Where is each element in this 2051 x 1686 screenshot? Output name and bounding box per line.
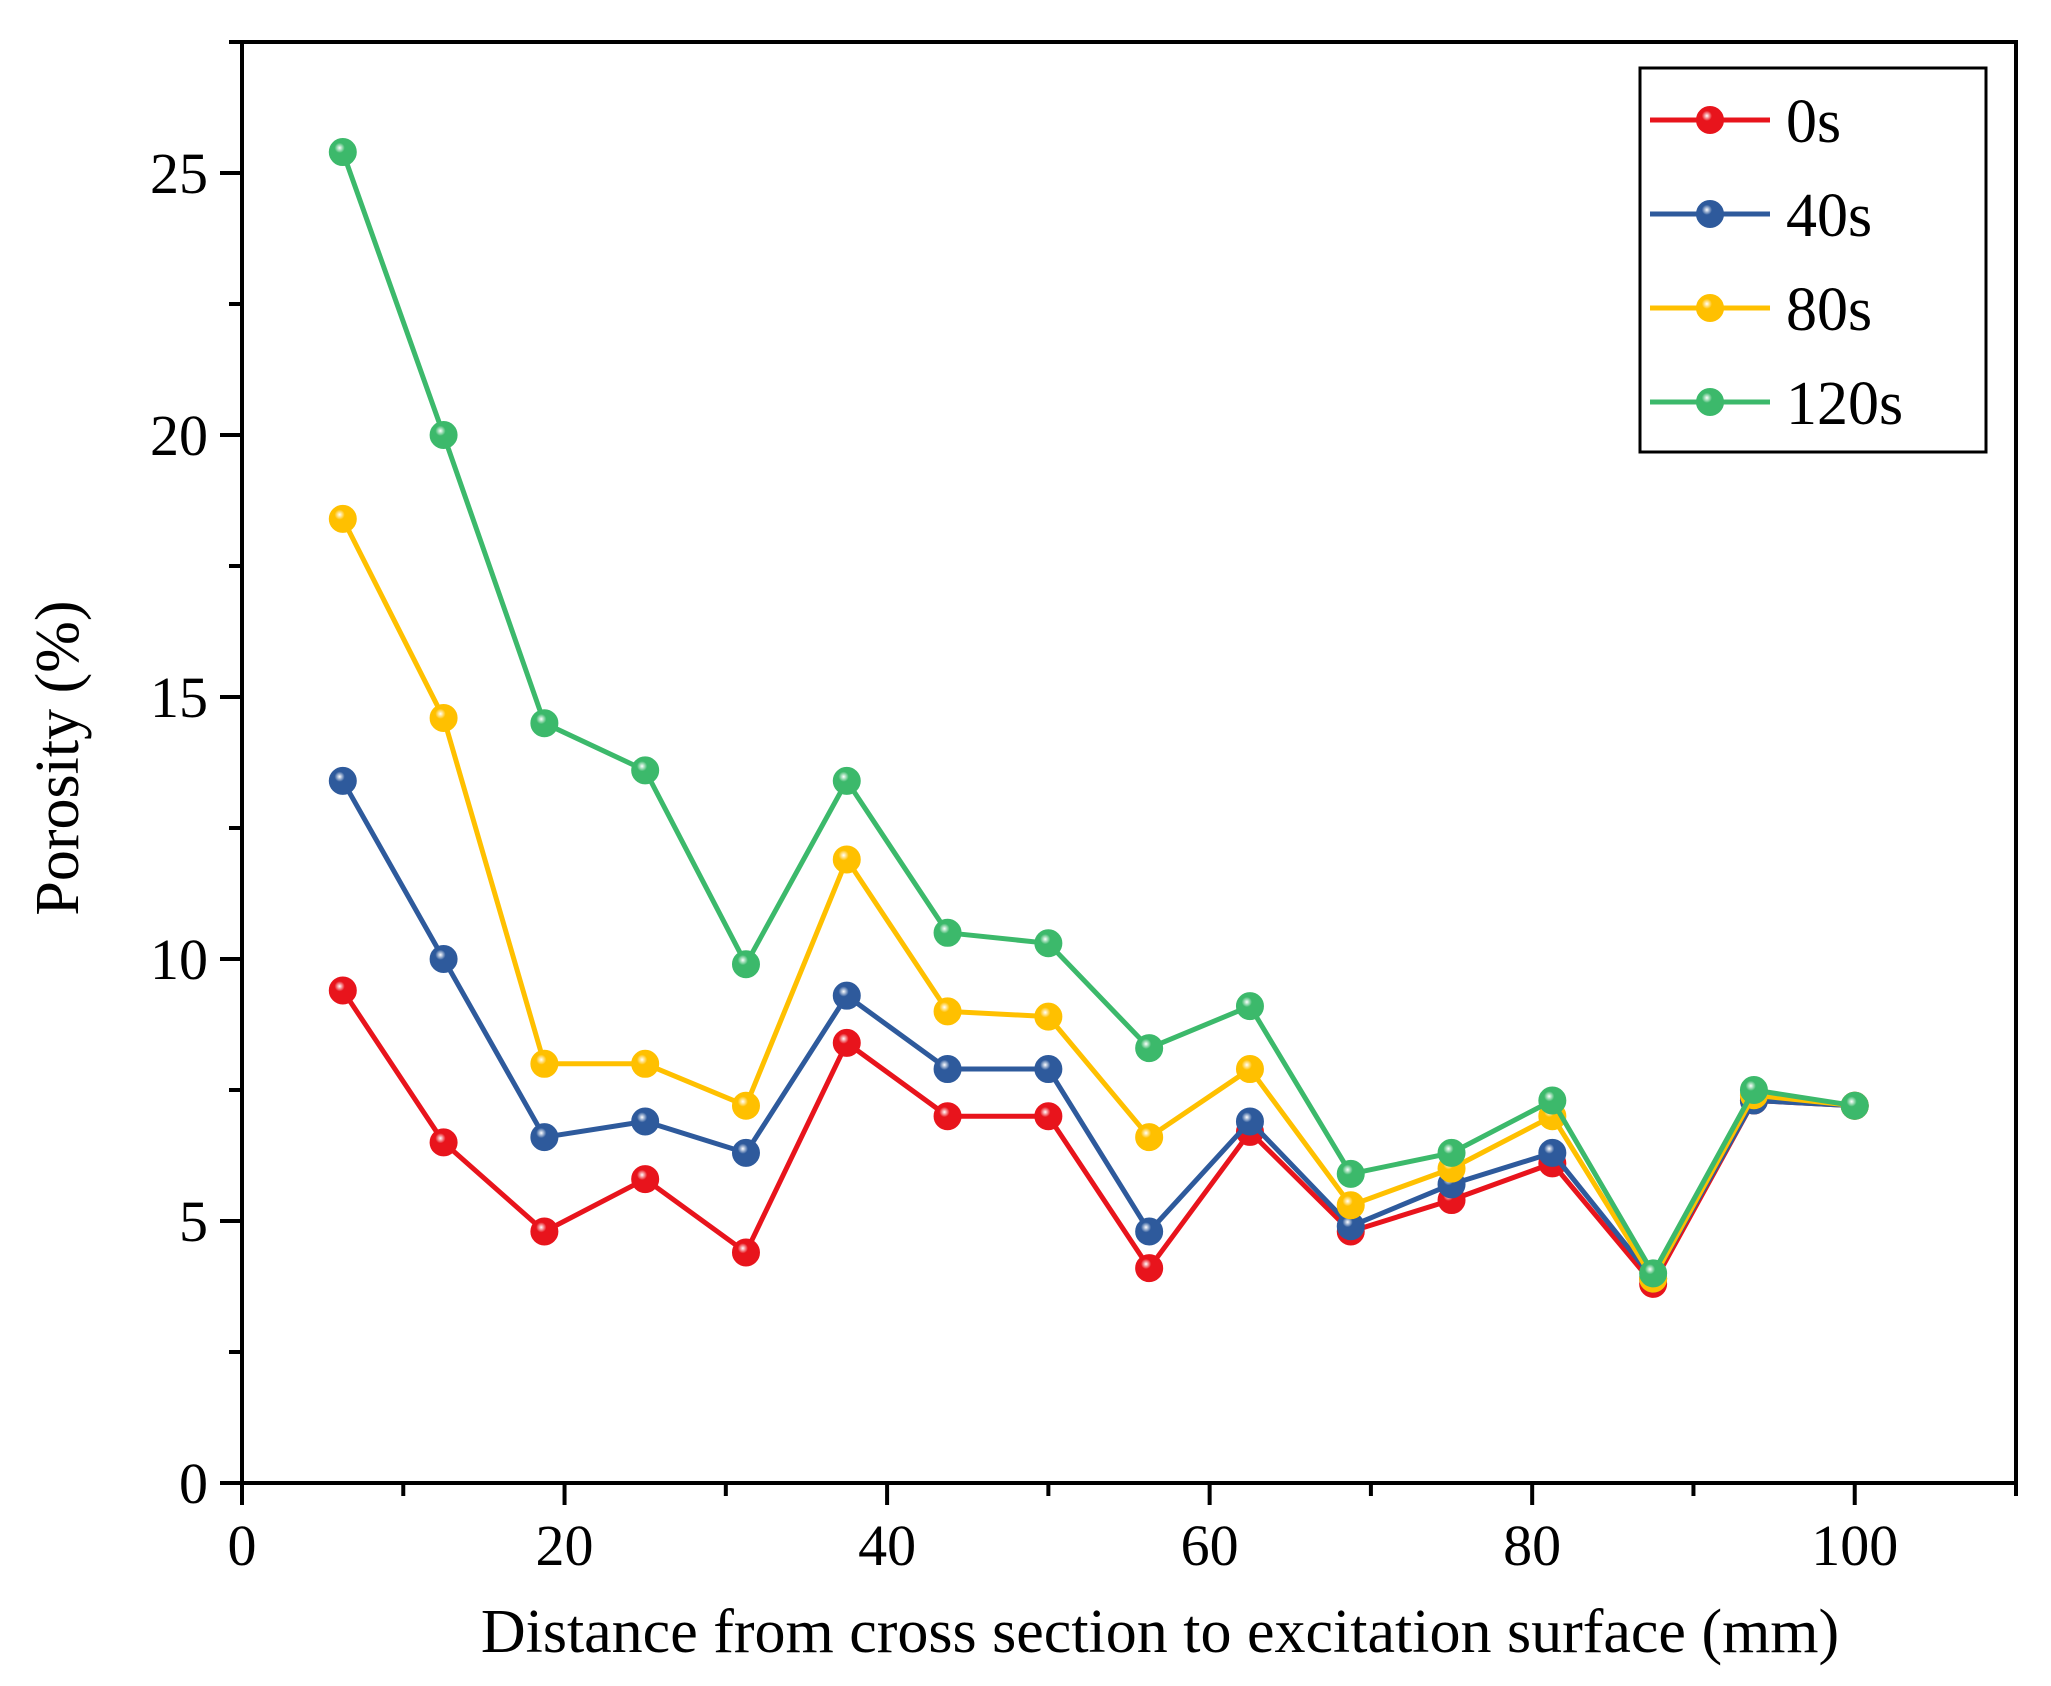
data-point xyxy=(530,709,559,738)
data-point xyxy=(530,1217,559,1246)
data-point xyxy=(731,1091,760,1120)
data-point xyxy=(1538,1138,1567,1167)
data-point xyxy=(631,1165,660,1194)
data-point xyxy=(731,1238,760,1267)
legend-marker xyxy=(1696,200,1724,228)
y-tick-label: 15 xyxy=(150,665,208,730)
legend-item: 120s xyxy=(1650,370,1903,438)
data-point xyxy=(1437,1138,1466,1167)
data-point xyxy=(933,918,962,947)
legend-item: 0s xyxy=(1650,88,1841,156)
series-line xyxy=(340,779,1855,1282)
data-point xyxy=(1034,1055,1063,1084)
data-point xyxy=(1034,929,1063,958)
data-point xyxy=(631,756,660,785)
data-point xyxy=(933,997,962,1026)
data-point xyxy=(328,976,357,1005)
x-tick-label: 100 xyxy=(1811,1513,1898,1578)
y-tick-label: 20 xyxy=(150,403,208,468)
x-tick-label: 20 xyxy=(536,1513,594,1578)
data-point xyxy=(530,1123,559,1152)
y-tick-label: 0 xyxy=(179,1451,208,1516)
data-point xyxy=(429,1128,458,1157)
series-line xyxy=(340,517,1855,1282)
series-line xyxy=(340,151,1856,1276)
data-point xyxy=(832,981,861,1010)
plot-frame xyxy=(240,40,2018,1485)
x-axis-ticks: 0 20 40 60 80 100 xyxy=(228,1483,2018,1578)
data-point xyxy=(1135,1123,1164,1152)
y-tick-label: 25 xyxy=(150,141,208,206)
data-point xyxy=(832,766,861,795)
series-layer xyxy=(328,138,1869,1298)
data-point xyxy=(1135,1034,1164,1063)
data-point xyxy=(328,504,357,533)
data-point xyxy=(1235,1107,1264,1136)
data-point xyxy=(328,766,357,795)
data-point xyxy=(1840,1091,1869,1120)
series-120s xyxy=(328,138,1869,1288)
data-point xyxy=(328,138,357,167)
data-point xyxy=(1639,1259,1668,1288)
y-tick-label: 10 xyxy=(150,927,208,992)
x-axis-title: Distance from cross section to excitatio… xyxy=(481,1598,1839,1666)
legend: 0s 40s 80s 120s xyxy=(1638,66,1988,454)
data-point xyxy=(832,845,861,874)
data-point xyxy=(1135,1217,1164,1246)
series-line xyxy=(340,989,1855,1287)
legend-marker xyxy=(1696,388,1724,416)
legend-marker xyxy=(1696,294,1724,322)
y-axis-title: Porosity (%) xyxy=(24,600,92,915)
data-point xyxy=(429,421,458,449)
series-80s xyxy=(328,504,1869,1293)
data-point xyxy=(1739,1076,1768,1104)
data-point xyxy=(429,945,458,973)
data-point xyxy=(1336,1191,1365,1220)
axes xyxy=(240,40,2018,1485)
legend-label: 40s xyxy=(1786,182,1872,250)
data-point xyxy=(1034,1102,1063,1131)
series-40s xyxy=(328,766,1869,1293)
legend-label: 80s xyxy=(1786,276,1872,344)
x-tick-label: 80 xyxy=(1503,1513,1561,1578)
data-point xyxy=(1135,1254,1164,1283)
x-tick-label: 60 xyxy=(1181,1513,1239,1578)
data-point xyxy=(1538,1086,1567,1115)
data-point xyxy=(429,703,458,732)
legend-label: 0s xyxy=(1786,88,1841,156)
data-point xyxy=(1235,1055,1264,1084)
legend-item: 80s xyxy=(1650,276,1872,344)
y-axis-ticks: 0 5 10 15 20 25 xyxy=(150,40,242,1516)
data-point xyxy=(1336,1159,1365,1188)
data-point xyxy=(933,1102,962,1131)
legend-label: 120s xyxy=(1786,370,1903,438)
legend-box xyxy=(1638,66,1988,454)
data-point xyxy=(631,1107,660,1136)
data-point xyxy=(1034,1002,1063,1031)
legend-marker xyxy=(1696,106,1724,134)
x-tick-label: 0 xyxy=(228,1513,257,1578)
data-point xyxy=(631,1049,660,1078)
data-point xyxy=(933,1055,962,1084)
data-point xyxy=(530,1049,559,1078)
data-point xyxy=(832,1028,861,1057)
data-point xyxy=(1235,992,1264,1021)
x-tick-label: 40 xyxy=(858,1513,916,1578)
data-point xyxy=(731,950,760,979)
legend-item: 40s xyxy=(1650,182,1872,250)
y-tick-label: 5 xyxy=(179,1189,208,1254)
data-point xyxy=(731,1138,760,1167)
